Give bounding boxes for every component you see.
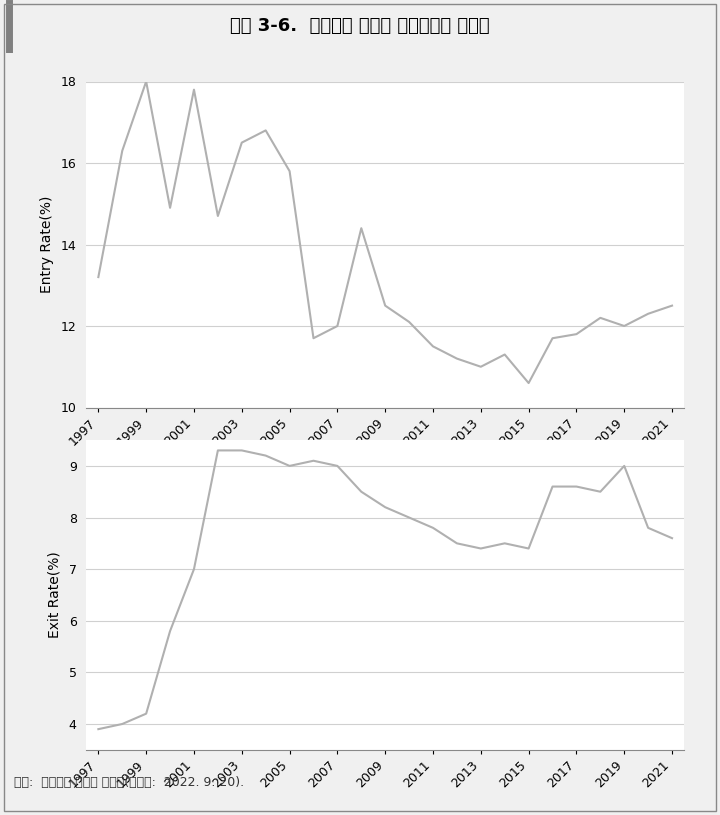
Text: 그림 3-6.  중소규모 사업체 인허가율과 폐업률: 그림 3-6. 중소규모 사업체 인허가율과 폐업률 <box>230 17 490 36</box>
Y-axis label: Entry Rate(%): Entry Rate(%) <box>40 196 54 293</box>
Y-axis label: Exit Rate(%): Exit Rate(%) <box>48 552 62 638</box>
Text: 자료:  지방행정 인허가 데이터(검색일:  2022. 9. 20).: 자료: 지방행정 인허가 데이터(검색일: 2022. 9. 20). <box>14 776 245 789</box>
